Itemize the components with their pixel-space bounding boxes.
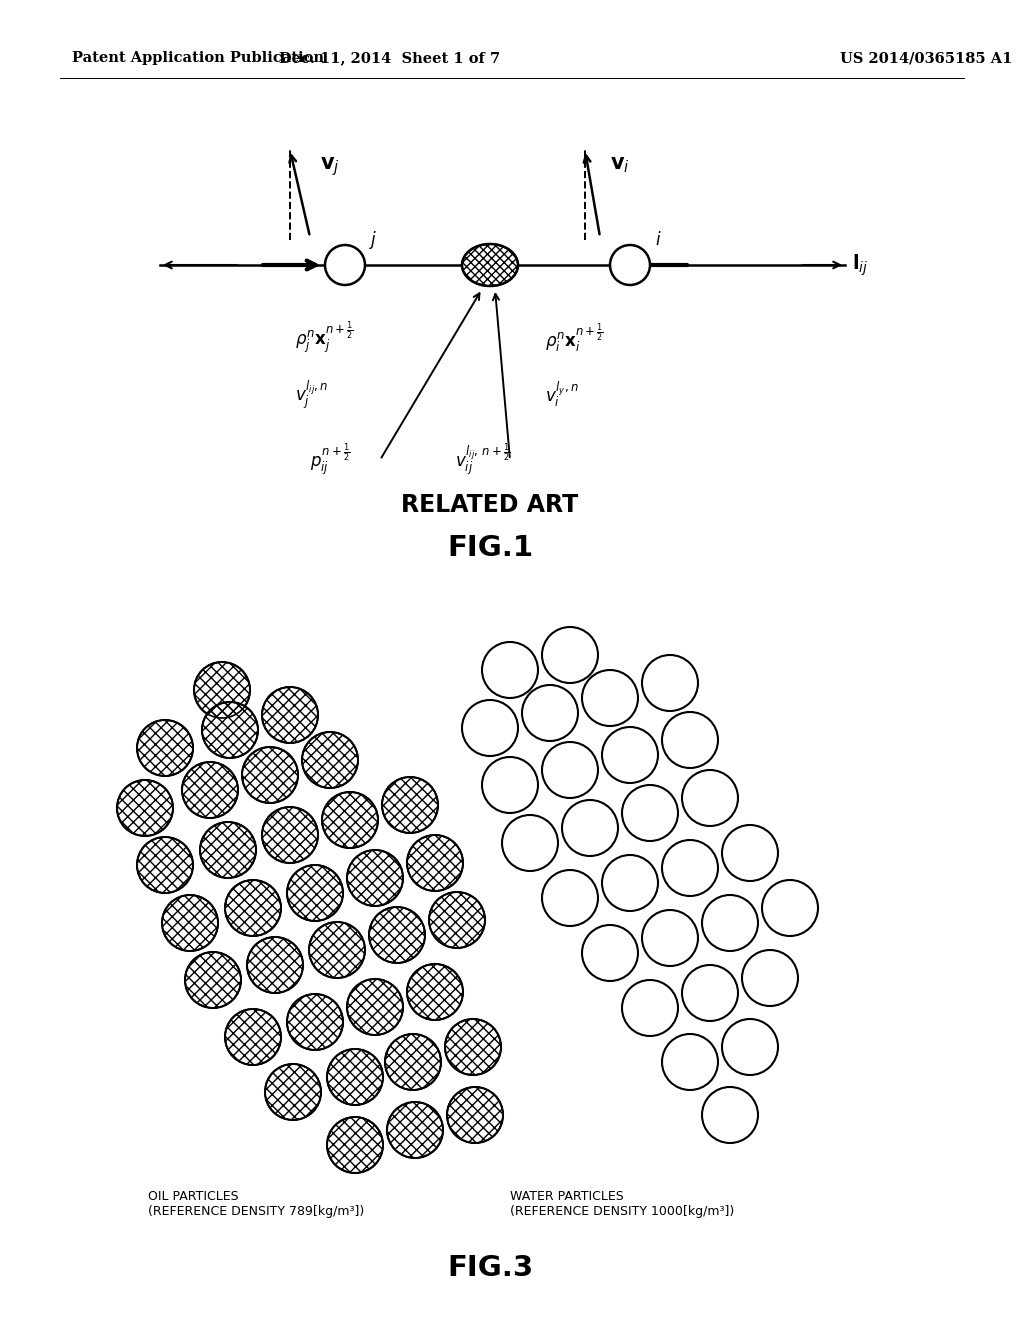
Text: $\rho_i^n \mathbf{x}_i^{n+\frac{1}{2}}$: $\rho_i^n \mathbf{x}_i^{n+\frac{1}{2}}$	[545, 321, 604, 355]
Circle shape	[347, 850, 403, 906]
Text: $v_i^{l_y,n}$: $v_i^{l_y,n}$	[545, 380, 579, 411]
Text: $\rho_j^n \mathbf{x}_j^{n+\frac{1}{2}}$: $\rho_j^n \mathbf{x}_j^{n+\frac{1}{2}}$	[295, 319, 354, 356]
Text: $\mathbf{l}_{ij}$: $\mathbf{l}_{ij}$	[852, 252, 868, 277]
Circle shape	[387, 1102, 443, 1158]
Circle shape	[185, 952, 241, 1008]
Circle shape	[347, 979, 403, 1035]
Circle shape	[482, 756, 538, 813]
Circle shape	[327, 1117, 383, 1173]
Circle shape	[407, 836, 463, 891]
Circle shape	[382, 777, 438, 833]
Circle shape	[287, 994, 343, 1049]
Circle shape	[682, 965, 738, 1020]
Circle shape	[642, 909, 698, 966]
Circle shape	[682, 770, 738, 826]
Text: $\mathbf{v}_i$: $\mathbf{v}_i$	[610, 154, 630, 176]
Circle shape	[262, 807, 318, 863]
Circle shape	[137, 719, 193, 776]
Circle shape	[622, 979, 678, 1036]
Circle shape	[302, 733, 358, 788]
Text: (REFERENCE DENSITY 1000[kg/m³]): (REFERENCE DENSITY 1000[kg/m³])	[510, 1205, 734, 1218]
Circle shape	[662, 711, 718, 768]
Text: Dec. 11, 2014  Sheet 1 of 7: Dec. 11, 2014 Sheet 1 of 7	[280, 51, 501, 65]
Circle shape	[385, 1034, 441, 1090]
Text: US 2014/0365185 A1: US 2014/0365185 A1	[840, 51, 1013, 65]
Circle shape	[327, 1049, 383, 1105]
Circle shape	[722, 1019, 778, 1074]
Circle shape	[542, 627, 598, 682]
Circle shape	[325, 246, 365, 285]
Text: OIL PARTICLES: OIL PARTICLES	[148, 1191, 239, 1203]
Circle shape	[622, 785, 678, 841]
Circle shape	[582, 925, 638, 981]
Circle shape	[407, 964, 463, 1020]
Text: (REFERENCE DENSITY 789[kg/m³]): (REFERENCE DENSITY 789[kg/m³])	[148, 1205, 365, 1218]
Circle shape	[522, 685, 578, 741]
Circle shape	[562, 800, 618, 855]
Circle shape	[702, 1086, 758, 1143]
Circle shape	[742, 950, 798, 1006]
Circle shape	[542, 870, 598, 927]
Circle shape	[762, 880, 818, 936]
Circle shape	[445, 1019, 501, 1074]
Text: j: j	[371, 231, 376, 249]
Circle shape	[369, 907, 425, 964]
Circle shape	[117, 780, 173, 836]
Text: $\mathbf{v}_j$: $\mathbf{v}_j$	[319, 154, 340, 178]
Circle shape	[447, 1086, 503, 1143]
Text: $p_{ij}^{n+\frac{1}{2}}$: $p_{ij}^{n+\frac{1}{2}}$	[310, 442, 350, 478]
Circle shape	[200, 822, 256, 878]
Circle shape	[287, 865, 343, 921]
Circle shape	[162, 895, 218, 950]
Circle shape	[582, 671, 638, 726]
Circle shape	[482, 642, 538, 698]
Circle shape	[462, 700, 518, 756]
Text: FIG.3: FIG.3	[446, 1254, 534, 1282]
Circle shape	[602, 727, 658, 783]
Circle shape	[610, 246, 650, 285]
Circle shape	[225, 880, 281, 936]
Ellipse shape	[462, 244, 518, 286]
Circle shape	[242, 747, 298, 803]
Circle shape	[247, 937, 303, 993]
Text: WATER PARTICLES: WATER PARTICLES	[510, 1191, 624, 1203]
Circle shape	[602, 855, 658, 911]
Text: $v_j^{l_{ij},n}$: $v_j^{l_{ij},n}$	[295, 379, 329, 412]
Circle shape	[194, 663, 250, 718]
Circle shape	[225, 1008, 281, 1065]
Circle shape	[702, 895, 758, 950]
Text: Patent Application Publication: Patent Application Publication	[72, 51, 324, 65]
Circle shape	[265, 1064, 321, 1119]
Circle shape	[182, 762, 238, 818]
Circle shape	[137, 837, 193, 894]
Circle shape	[322, 792, 378, 847]
Circle shape	[662, 840, 718, 896]
Circle shape	[542, 742, 598, 799]
Text: i: i	[655, 231, 660, 249]
Circle shape	[309, 921, 365, 978]
Circle shape	[502, 814, 558, 871]
Text: $v_{ij}^{l_{ij},\,n+\frac{1}{2}}$: $v_{ij}^{l_{ij},\,n+\frac{1}{2}}$	[455, 442, 511, 478]
Text: RELATED ART: RELATED ART	[401, 492, 579, 517]
Text: FIG.1: FIG.1	[446, 535, 534, 562]
Circle shape	[662, 1034, 718, 1090]
Circle shape	[722, 825, 778, 880]
Circle shape	[202, 702, 258, 758]
Circle shape	[642, 655, 698, 711]
Circle shape	[429, 892, 485, 948]
Circle shape	[262, 686, 318, 743]
